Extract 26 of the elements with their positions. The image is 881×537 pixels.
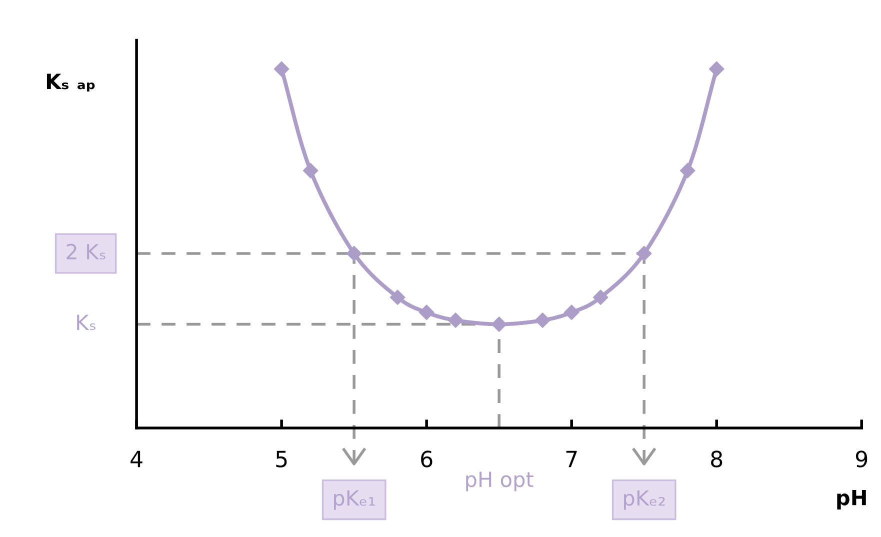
point bbox=[448, 312, 464, 328]
point bbox=[636, 246, 652, 262]
point bbox=[274, 61, 290, 77]
ref-line-label: Kₛ bbox=[77, 314, 96, 330]
point bbox=[564, 304, 580, 320]
point bbox=[303, 163, 318, 178]
point bbox=[535, 312, 550, 328]
ref-line-label: 2 Kₛ bbox=[66, 244, 106, 260]
point bbox=[390, 290, 406, 305]
x-tick-label: 6 bbox=[421, 450, 432, 468]
point bbox=[346, 246, 362, 262]
point bbox=[680, 163, 696, 178]
point bbox=[709, 61, 724, 77]
y-axis-title: Kₛ ₐₚ bbox=[46, 74, 95, 92]
point bbox=[492, 316, 507, 332]
point bbox=[419, 304, 434, 320]
x-tick-label: 5 bbox=[276, 450, 287, 468]
x-axis-title: pH bbox=[837, 490, 866, 510]
x-tick-label: 9 bbox=[856, 450, 868, 468]
x-tick-label: 7 bbox=[566, 450, 577, 468]
ref-line-label: pKₑ₁ bbox=[334, 490, 375, 510]
x-tick-label: 8 bbox=[711, 450, 722, 468]
x-tick-label: 4 bbox=[130, 450, 142, 468]
ref-line-label: pKₑ₂ bbox=[624, 490, 665, 510]
point bbox=[593, 290, 608, 305]
ref-line-label: pH opt bbox=[466, 472, 534, 492]
